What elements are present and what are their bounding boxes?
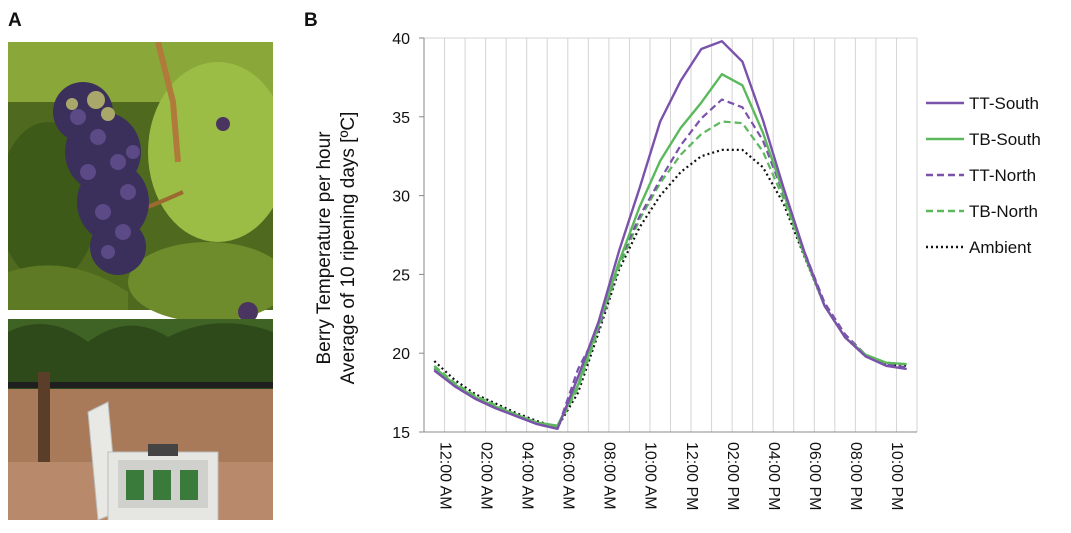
panel-a-label: A	[8, 10, 22, 31]
y-axis-label-line2: Average of 10 ripening days [ºC]	[338, 112, 359, 385]
x-tick-label: 12:00 PM	[683, 442, 700, 510]
chart-axes	[419, 37, 917, 433]
panel-b-label: B	[304, 10, 318, 31]
sensor-datalogger-photo	[8, 319, 273, 520]
chart-grid	[423, 37, 918, 432]
legend-label-tt-south: TT-South	[969, 94, 1039, 113]
y-tick-label: 25	[392, 267, 410, 284]
y-tick-labels: 15 20 25 30 35 40	[392, 31, 410, 442]
x-tick-label: 04:00 AM	[518, 442, 535, 510]
x-tick-label: 12:00 AM	[436, 442, 453, 510]
y-tick-label: 40	[392, 31, 410, 48]
x-tick-label: 08:00 AM	[601, 442, 618, 510]
x-tick-label: 02:00 AM	[477, 442, 494, 510]
y-axis-label-line1: Berry Temperature per hour	[314, 131, 335, 365]
x-tick-label: 08:00 PM	[847, 442, 864, 510]
legend-label-tb-north: TB-North	[969, 202, 1038, 221]
x-tick-label: 10:00 AM	[642, 442, 659, 510]
chart-series	[433, 40, 907, 430]
series-line-tt-south	[433, 40, 907, 430]
x-tick-label: 02:00 PM	[724, 442, 741, 510]
chart-legend: TT-South TB-South TT-North TB-North Ambient	[926, 94, 1041, 257]
y-tick-label: 15	[392, 425, 410, 442]
x-tick-labels: 12:00 AM 02:00 AM 04:00 AM 06:00 AM 08:00 AM…	[436, 442, 905, 510]
legend-label-ambient: Ambient	[969, 238, 1032, 257]
x-tick-label: 06:00 AM	[560, 442, 577, 510]
y-tick-label: 35	[392, 110, 410, 127]
x-tick-label: 06:00 PM	[806, 442, 823, 510]
grape-cluster-photo	[8, 42, 273, 322]
x-tick-label: 04:00 PM	[765, 442, 782, 510]
y-tick-label: 30	[392, 189, 410, 206]
vineyard-photos	[8, 42, 273, 520]
berry-temperature-chart: 15 20 25 30 35 40 12:00 AM 02:00 AM 04:00 AM 06:…	[314, 31, 1041, 510]
y-tick-label: 20	[392, 346, 410, 363]
legend-label-tb-south: TB-South	[969, 130, 1041, 149]
x-tick-label: 10:00 PM	[888, 442, 905, 510]
legend-label-tt-north: TT-North	[969, 166, 1036, 185]
